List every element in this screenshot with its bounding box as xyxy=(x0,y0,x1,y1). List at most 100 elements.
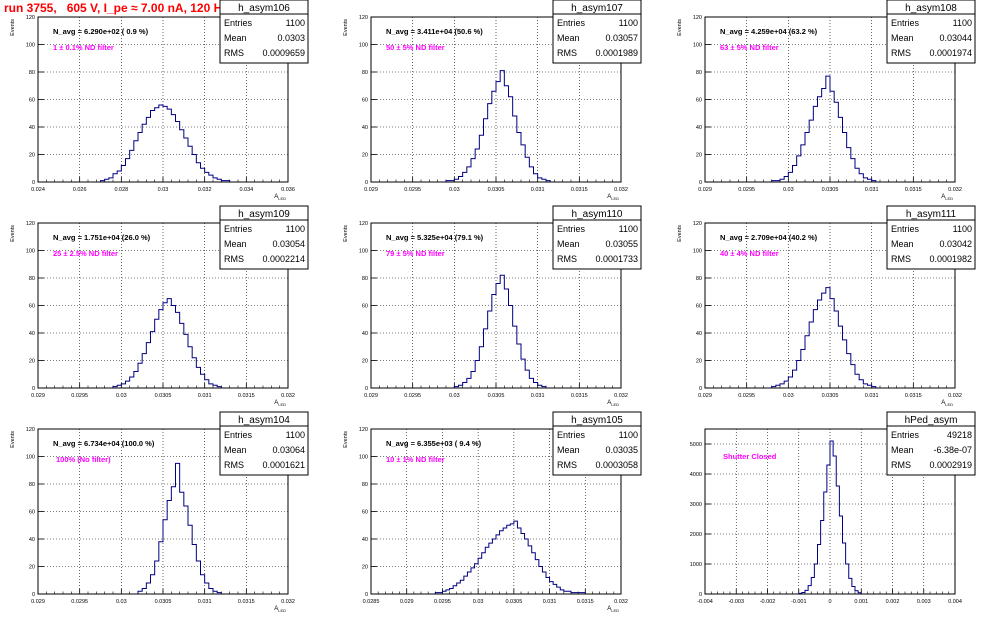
stats-box: h_asym109 Entries 1100 Mean 0.03054 RMS 0.0002… xyxy=(219,205,309,270)
histogram-bin xyxy=(500,71,504,182)
x-tick-label: 0.0315 xyxy=(238,599,255,605)
histogram-bin xyxy=(801,145,805,182)
stats-body-box xyxy=(219,13,309,64)
histogram-bin xyxy=(167,299,171,388)
histogram-bin xyxy=(535,560,539,594)
y-tick-label: 120 xyxy=(693,221,702,227)
histogram-bin xyxy=(188,525,192,594)
histogram-bin xyxy=(188,347,192,388)
histogram-bin xyxy=(155,108,159,182)
histogram-bin xyxy=(500,275,504,388)
stats-value: 0.0001974 xyxy=(929,48,972,58)
x-tick-label: 0.001 xyxy=(854,599,868,605)
y-tick-label: 40 xyxy=(29,125,35,131)
x-tick-label: 0.031 xyxy=(531,187,545,193)
filter-label: Shutter Closed xyxy=(723,452,777,461)
histogram-bin xyxy=(488,311,492,388)
x-tick-label: 0.03 xyxy=(783,187,794,193)
x-tick-label: 0.0295 xyxy=(404,187,421,193)
histogram-bin xyxy=(475,361,479,389)
y-tick-label: 20 xyxy=(29,359,35,365)
stats-value: 0.03064 xyxy=(272,445,305,455)
x-tick-label: 0.0305 xyxy=(822,187,839,193)
histogram-bin xyxy=(464,576,468,594)
histogram-bin xyxy=(467,378,471,388)
x-tick-label: 0.0305 xyxy=(822,393,839,399)
histogram-bin xyxy=(201,575,205,594)
stats-value: 1100 xyxy=(619,430,638,440)
histogram-outline xyxy=(100,104,231,182)
histogram-bin xyxy=(176,463,180,594)
y-tick-label: 120 xyxy=(26,15,35,21)
stats-box: h_asym111 Entries 1100 Mean 0.03042 RMS 0.0001… xyxy=(886,205,976,270)
stats-key: RMS xyxy=(224,48,244,58)
x-tick-label: 0.029 xyxy=(31,393,45,399)
x-tick-label: 0.0305 xyxy=(488,187,505,193)
x-tick-label: 0.03 xyxy=(449,187,460,193)
x-tick-label: 0.029 xyxy=(400,599,414,605)
histogram-panel: 0.029 0.0295 0.03 0.0305 0.031 0.0315 0.032 0 20… xyxy=(10,205,309,407)
histogram-bin xyxy=(788,172,792,182)
y-axis-title: Events xyxy=(343,431,349,448)
histogram-bin xyxy=(797,156,801,182)
x-tick-label: 0.034 xyxy=(239,187,253,193)
navg-label: N_avg = 6.734e+04 (100.0 %) xyxy=(53,439,155,448)
stats-value: 1100 xyxy=(619,18,638,28)
histogram-bin xyxy=(830,91,834,182)
stats-box: h_asym107 Entries 1100 Mean 0.03057 RMS 0.0001… xyxy=(552,0,642,64)
histogram-bin xyxy=(196,163,200,182)
x-tick-label: 0.0305 xyxy=(155,393,172,399)
histogram-bin xyxy=(863,384,867,388)
histogram-bin xyxy=(801,350,805,389)
histogram-bin xyxy=(130,377,134,388)
histogram-bin xyxy=(475,149,479,182)
histogram-panel: 0.029 0.0295 0.03 0.0305 0.031 0.0315 0.032 0 20… xyxy=(343,205,642,407)
stats-value: 0.03057 xyxy=(605,33,638,43)
stats-value: 0.03055 xyxy=(605,239,638,249)
stats-key: Entries xyxy=(224,18,253,28)
stats-body-box xyxy=(886,13,976,64)
histogram-bin xyxy=(830,299,834,388)
histogram-bin xyxy=(826,76,830,182)
navg-label: N_avg = 3.411e+04 (50.6 %) xyxy=(386,27,483,36)
stats-box: h_asym110 Entries 1100 Mean 0.03055 RMS 0.0001… xyxy=(552,205,642,270)
histogram-bin xyxy=(822,293,826,388)
x-tick-label: 0.03 xyxy=(783,393,794,399)
histogram-outline xyxy=(137,462,222,594)
x-tick-label: 0.0315 xyxy=(571,187,588,193)
histogram-bin xyxy=(146,343,150,388)
histogram-outline xyxy=(112,298,222,388)
histogram-bin xyxy=(167,501,171,595)
x-tick-label: 0.0315 xyxy=(905,187,922,193)
histogram-bin xyxy=(521,359,525,388)
x-tick-label: 0.0295 xyxy=(71,393,88,399)
x-tick-label: 0.0295 xyxy=(404,393,421,399)
histogram-panel: 0.029 0.0295 0.03 0.0305 0.031 0.0315 0.032 0 20… xyxy=(10,411,309,613)
x-tick-label: 0.029 xyxy=(31,599,45,605)
histogram-bin xyxy=(859,380,863,388)
x-tick-label: 0.0305 xyxy=(155,599,172,605)
y-tick-label: 100 xyxy=(26,455,35,461)
x-tick-label: 0.0285 xyxy=(363,599,380,605)
histogram-panel: 0.029 0.0295 0.03 0.0305 0.031 0.0315 0.032 0 20… xyxy=(677,205,976,407)
histogram-panel: 0.029 0.0295 0.03 0.0305 0.031 0.0315 0.032 0 20… xyxy=(343,0,642,201)
stats-key: Entries xyxy=(557,18,586,28)
x-tick-label: 0.03 xyxy=(473,599,484,605)
filter-label: 10 ± 1% ND filter xyxy=(386,455,445,464)
histogram-bin xyxy=(496,284,500,389)
histogram-bin xyxy=(159,542,163,594)
stats-key: Mean xyxy=(224,33,247,43)
x-tick-label: 0.0305 xyxy=(505,599,522,605)
y-tick-label: 0 xyxy=(699,592,702,598)
y-tick-label: 40 xyxy=(29,331,35,337)
histogram-bin xyxy=(863,178,867,182)
y-axis-title: Events xyxy=(343,19,349,36)
y-tick-label: 40 xyxy=(362,537,368,543)
stats-value: 0.0009659 xyxy=(262,48,305,58)
histogram-bin xyxy=(797,361,801,389)
histogram-bin xyxy=(138,133,142,183)
histogram-name: h_asym108 xyxy=(905,3,957,14)
histogram-bin xyxy=(793,370,797,388)
histogram-bin xyxy=(847,354,851,388)
stats-key: Mean xyxy=(557,239,580,249)
